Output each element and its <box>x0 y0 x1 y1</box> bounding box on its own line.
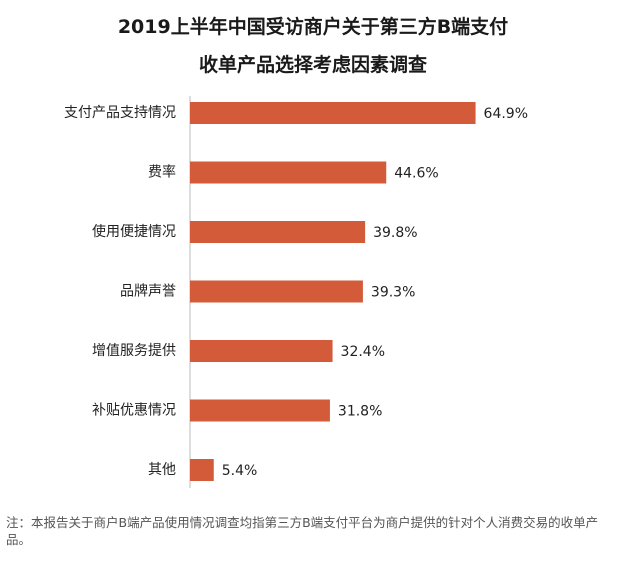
category-label: 补贴优惠情况 <box>92 403 176 419</box>
value-label: 64.9% <box>484 106 528 122</box>
bar <box>190 102 476 124</box>
value-label: 32.4% <box>341 344 385 360</box>
bar <box>190 340 333 362</box>
value-label: 39.3% <box>371 285 415 301</box>
chart-title-line-1: 2019上半年中国受访商户关于第三方B端支付 <box>117 16 509 38</box>
value-label: 31.8% <box>338 404 382 420</box>
bars <box>190 102 476 481</box>
category-label: 品牌声誉 <box>120 283 176 300</box>
bar <box>190 221 366 243</box>
category-label: 其他 <box>148 462 176 478</box>
bar <box>190 161 387 184</box>
value-label: 44.6% <box>394 166 438 182</box>
chart-title-line-2: 收单产品选择考虑因素调查 <box>198 54 427 76</box>
value-label: 5.4% <box>222 463 258 479</box>
category-label: 增值服务提供 <box>92 343 176 359</box>
value-labels: 64.9% 44.6% 39.8% 39.3% 32.4% 31.8% 5.4% <box>222 106 528 479</box>
footnote: 注：本报告关于商户B端产品使用情况调查均指第三方B端支付平台为商户提供的针对个人… <box>6 515 599 547</box>
bar <box>190 399 330 422</box>
bar <box>190 459 214 481</box>
category-label: 使用便捷情况 <box>92 223 176 240</box>
value-label: 39.8% <box>373 225 417 241</box>
category-label: 支付产品支持情况 <box>64 105 176 121</box>
category-label: 费率 <box>148 164 176 181</box>
chart-title: 2019上半年中国受访商户关于第三方B端支付 收单产品选择考虑因素调查 <box>0 8 626 84</box>
bar <box>190 280 363 303</box>
